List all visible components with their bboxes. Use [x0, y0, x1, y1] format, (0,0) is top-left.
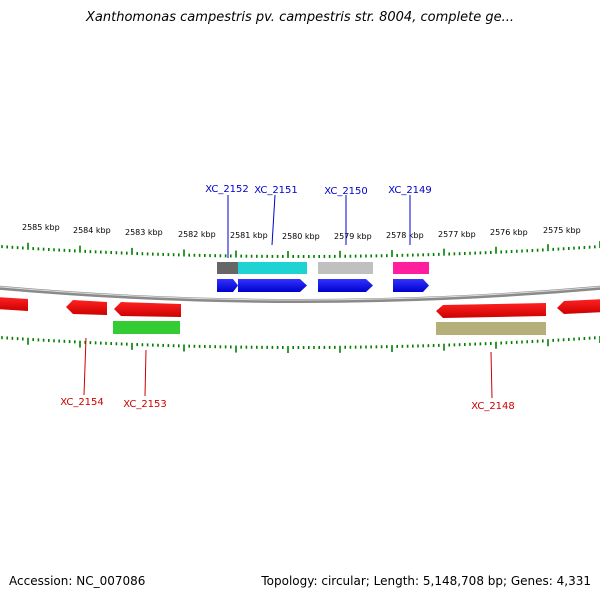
kbp-label: 2577 kbp: [438, 230, 476, 239]
genome-summary-text: Topology: circular; Length: 5,148,708 bp…: [261, 574, 591, 588]
gene-label-xc-2154[interactable]: XC_2154: [60, 397, 104, 408]
kbp-label: 2584 kbp: [73, 226, 111, 235]
gene-label-xc-2148[interactable]: XC_2148: [471, 401, 515, 412]
gene-label-xc-2152[interactable]: XC_2152: [205, 184, 249, 195]
leader-lines: [83, 194, 493, 399]
kbp-label: 2579 kbp: [334, 232, 372, 241]
reverse-features: [113, 321, 546, 335]
scale-ticks-upper: [1, 241, 600, 258]
genome-backbone: [0, 285, 600, 303]
cds-arrow-xc-2153[interactable]: [114, 302, 181, 317]
feature-xc-2149[interactable]: [393, 262, 429, 274]
cds-arrow-xc-2150[interactable]: [318, 279, 373, 292]
gene-labels: XC_2152 XC_2151 XC_2150 XC_2149 XC_2154 …: [60, 184, 515, 412]
kbp-label: 2578 kbp: [386, 231, 424, 240]
feature-xc-2153[interactable]: [113, 321, 180, 334]
forward-cds: [217, 279, 429, 292]
forward-features: [217, 262, 429, 274]
gene-label-xc-2153[interactable]: XC_2153: [123, 399, 167, 410]
kbp-label: 2575 kbp: [543, 226, 581, 235]
cds-arrow-offscreen-right[interactable]: [557, 299, 600, 314]
cds-arrow-xc-2149[interactable]: [393, 279, 429, 292]
genome-backbone-highlight: [0, 286, 600, 301]
feature-xc-2150[interactable]: [318, 262, 373, 274]
accession-text: Accession: NC_007086: [9, 574, 146, 588]
cds-arrow-xc-2154[interactable]: [66, 300, 107, 315]
kbp-label: 2576 kbp: [490, 228, 528, 237]
scale-labels: 2585 kbp 2584 kbp 2583 kbp 2582 kbp 2581…: [22, 223, 581, 241]
kbp-label: 2582 kbp: [178, 230, 216, 239]
feature-xc-2152[interactable]: [217, 262, 238, 274]
cds-arrow-xc-2152[interactable]: [217, 279, 238, 292]
kbp-label: 2585 kbp: [22, 223, 60, 232]
feature-xc-2151[interactable]: [238, 262, 307, 274]
gene-label-xc-2149[interactable]: XC_2149: [388, 185, 432, 196]
feature-xc-2148[interactable]: [436, 322, 546, 335]
scale-ticks-lower: [1, 336, 600, 353]
cds-arrow-xc-2151[interactable]: [238, 279, 307, 292]
map-title: Xanthomonas campestris pv. campestris st…: [86, 10, 514, 25]
gene-label-xc-2150[interactable]: XC_2150: [324, 186, 368, 197]
cds-arrow-offscreen-left[interactable]: [0, 297, 28, 311]
kbp-label: 2581 kbp: [230, 231, 268, 240]
reverse-cds: [0, 297, 600, 318]
kbp-label: 2580 kbp: [282, 232, 320, 241]
gene-label-xc-2151[interactable]: XC_2151: [254, 185, 298, 196]
cds-arrow-xc-2148[interactable]: [436, 303, 546, 318]
kbp-label: 2583 kbp: [125, 228, 163, 237]
